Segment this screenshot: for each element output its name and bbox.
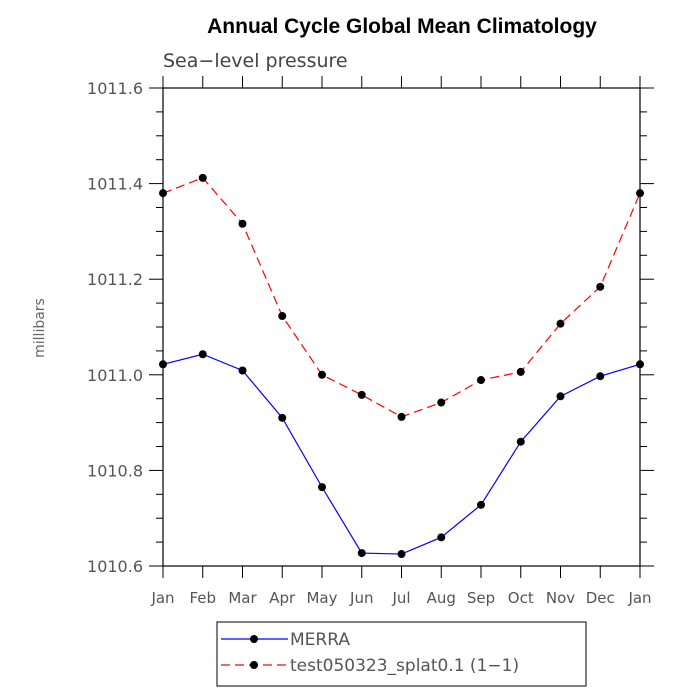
y-tick-label: 1010.8 — [87, 461, 143, 480]
legend-marker-2 — [250, 661, 258, 669]
plot-frame — [162, 87, 641, 567]
series-2-point — [318, 370, 326, 379]
series-2-point — [238, 219, 247, 228]
series-1-point — [437, 533, 446, 542]
x-tick-label: Jan — [150, 589, 174, 607]
series-1-point — [357, 549, 366, 558]
y-tick-label: 1010.6 — [87, 557, 143, 576]
series-2-point — [596, 282, 605, 291]
series-line-1 — [162, 353, 641, 555]
legend-label-2: test050323_splat0.1 (1−1) — [290, 656, 519, 676]
series-2-point — [198, 173, 207, 182]
x-tick-label: Dec — [586, 589, 615, 607]
series-2-point — [556, 319, 565, 328]
x-tick-label: Aug — [427, 589, 456, 607]
series-1-point — [636, 360, 644, 369]
series-2-point — [437, 398, 446, 407]
x-tick-label: Nov — [546, 589, 575, 607]
series-2-point — [477, 376, 485, 385]
series-1-point — [397, 550, 406, 559]
series-1-point — [516, 437, 525, 446]
series-2-point — [159, 189, 167, 198]
series-2-point — [516, 367, 525, 376]
chart-subtitle: Sea−level pressure — [163, 50, 348, 72]
y-tick-label: 1011.0 — [87, 366, 143, 385]
legend: MERRA test050323_splat0.1 (1−1) — [216, 621, 587, 687]
x-tick-label: Jul — [391, 589, 410, 607]
series-1-point — [318, 483, 326, 492]
series-1-point — [238, 366, 247, 375]
x-tick-label: Apr — [269, 589, 296, 607]
x-tick-label: Mar — [228, 589, 257, 607]
series-1-point — [596, 372, 605, 381]
y-tick-label: 1011.6 — [87, 79, 143, 98]
series-2-point — [357, 390, 366, 399]
x-tick-label: May — [306, 589, 337, 607]
series-1-point — [198, 350, 207, 359]
plot-area: 1010.6 1010.8 1011.0 1011.2 1011.4 1011.6 Jan F… — [87, 76, 654, 607]
legend-marker-1 — [250, 635, 258, 643]
legend-label-1: MERRA — [290, 630, 350, 650]
legend-box — [216, 621, 587, 687]
series-2-point — [397, 412, 406, 421]
y-tick-label: 1011.4 — [87, 175, 143, 194]
x-tick-label: Jun — [349, 589, 373, 607]
y-axis-label: millibars — [32, 298, 48, 358]
chart-title: Annual Cycle Global Mean Climatology — [207, 15, 597, 38]
x-tick-label: Feb — [189, 589, 216, 607]
x-tick-label: Jan — [627, 589, 651, 607]
y-tick-label: 1011.2 — [87, 270, 143, 289]
series-1-point — [556, 392, 565, 401]
series-line-2 — [162, 177, 641, 418]
x-tick-label: Oct — [508, 589, 534, 607]
series-1-point — [477, 500, 485, 509]
series-2-point — [636, 189, 644, 198]
series-1-point — [278, 413, 287, 422]
x-tick-label: Sep — [467, 589, 495, 607]
series-2-point — [278, 312, 287, 321]
series-1-point — [159, 360, 167, 369]
